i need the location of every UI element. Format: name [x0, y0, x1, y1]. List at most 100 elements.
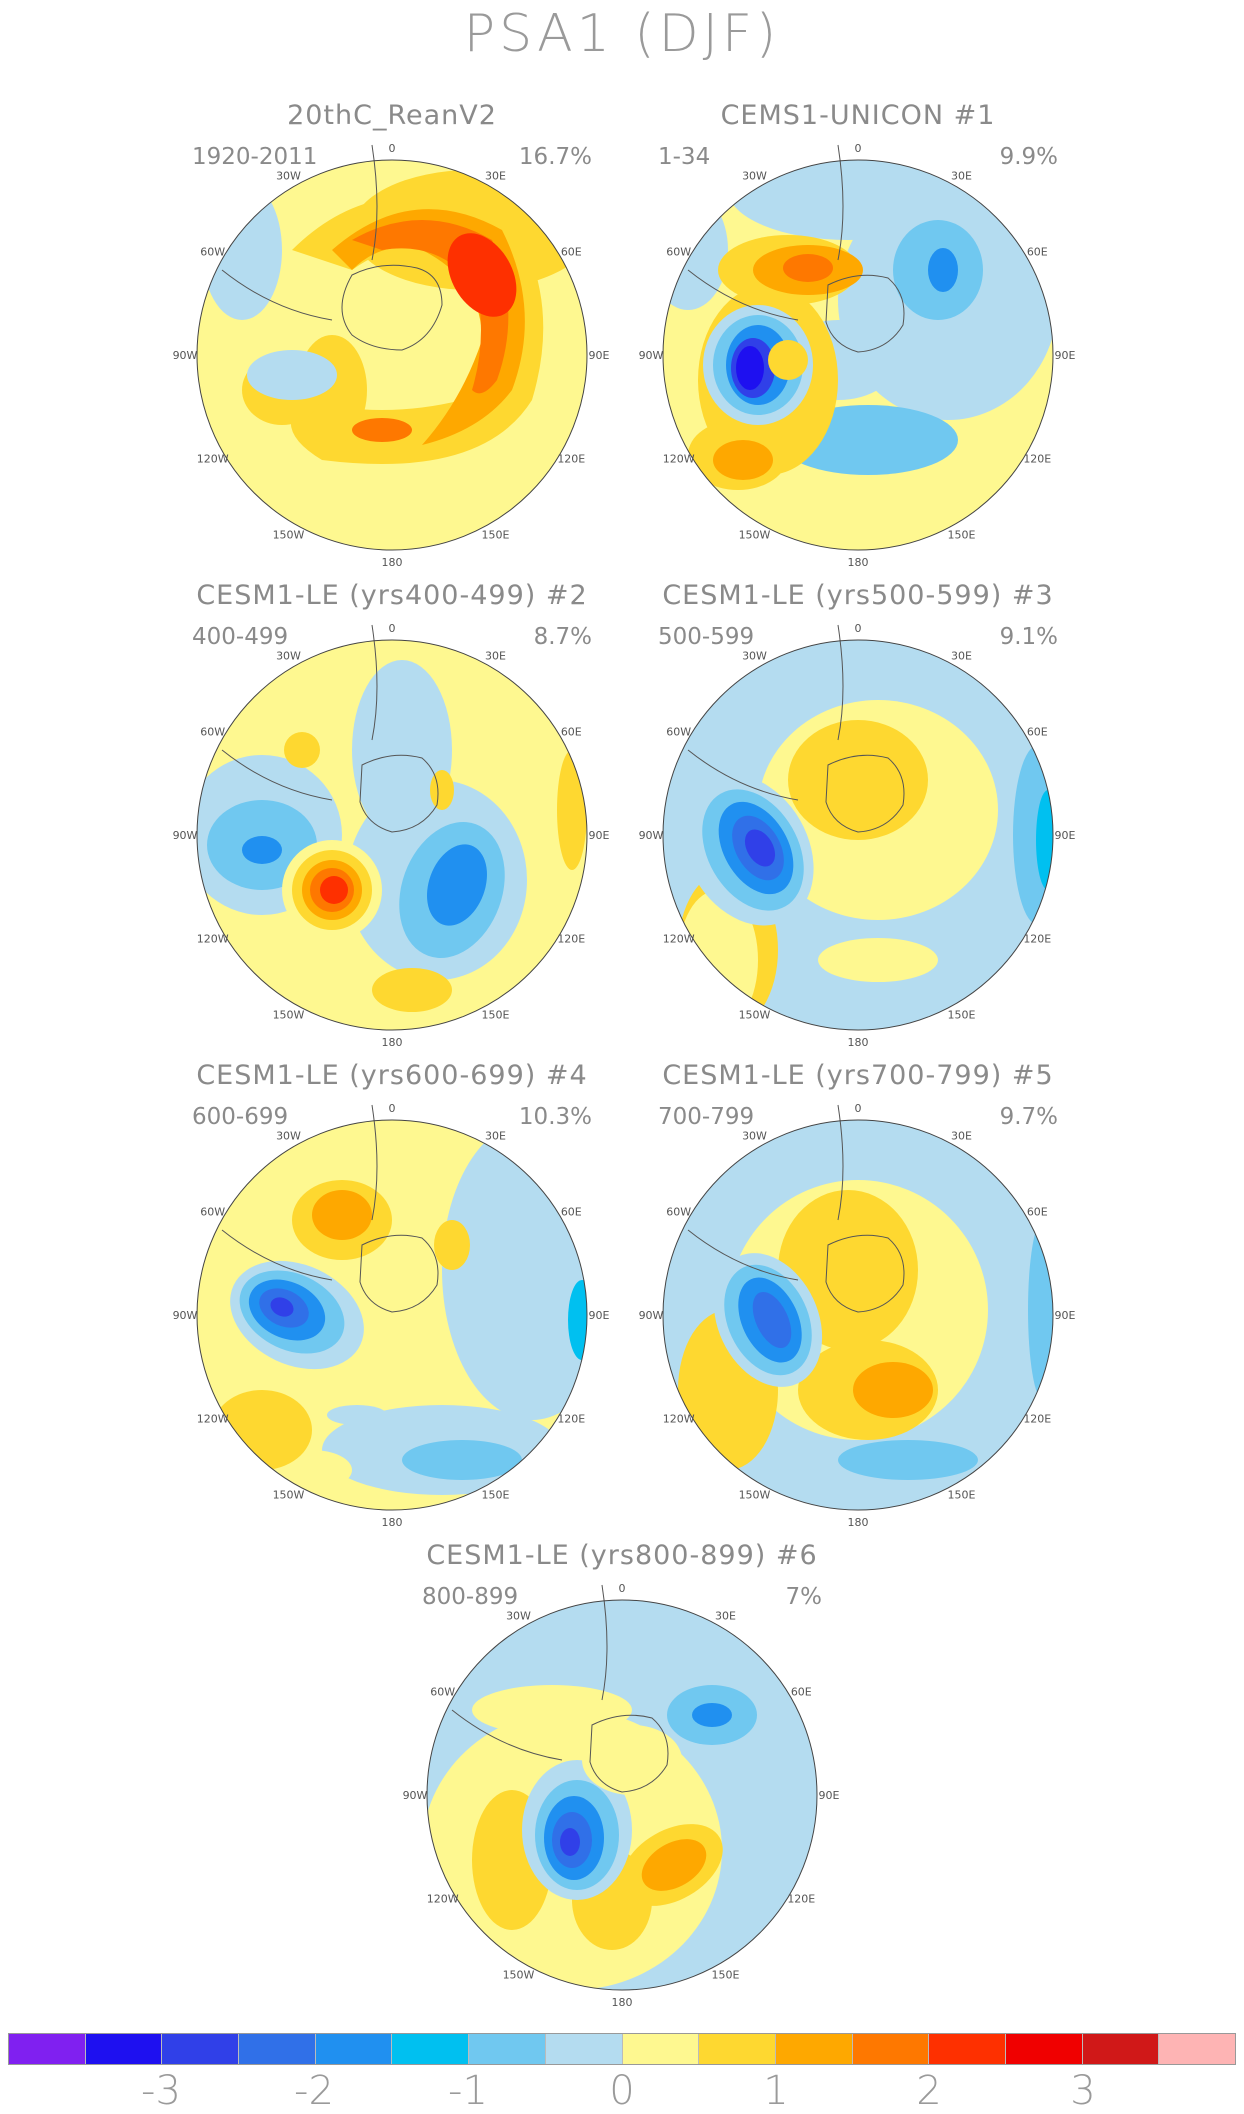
longitude-label: 90W — [639, 349, 664, 362]
colorbar-swatch — [622, 2034, 700, 2064]
longitude-label: 150W — [739, 528, 771, 541]
panel-period: 600-699 — [192, 1104, 289, 1130]
panel-variance: 8.7% — [533, 624, 592, 650]
longitude-label: 150E — [948, 1008, 976, 1021]
longitude-labels: 0 30E 60E 90E 120E 150E 180 150W 120W 90W 60W 30W — [173, 622, 610, 1049]
longitude-label: 180 — [612, 1996, 633, 2009]
longitude-label: 60W — [200, 1206, 225, 1219]
longitude-label: 150W — [273, 528, 305, 541]
map-panel-5: CESM1-LE (yrs600-699) #4 600-699 10.3% — [173, 1060, 610, 1530]
longitude-label: 30W — [276, 1130, 301, 1143]
longitude-label: 90E — [1055, 1309, 1076, 1322]
longitude-label: 60E — [791, 1686, 812, 1699]
colorbar-swatch — [162, 2034, 240, 2064]
longitude-label: 0 — [619, 1582, 626, 1595]
longitude-labels: 0 30E 60E 90E 120E 150E 180 150W 120W 90W 60W 30W — [639, 1102, 1076, 1529]
panel-title: CESM1-LE (yrs700-799) #5 — [662, 1060, 1054, 1091]
longitude-label: 0 — [855, 622, 862, 635]
colorbar-swatch — [392, 2034, 470, 2064]
colorbar-tick: 1 — [763, 2068, 789, 2114]
longitude-label: 60E — [561, 1206, 582, 1219]
longitude-label: 90E — [1055, 349, 1076, 362]
colorbar-swatch — [775, 2034, 853, 2064]
colorbar-swatch — [929, 2034, 1006, 2064]
longitude-label: 0 — [855, 142, 862, 155]
panel-period: 700-799 — [658, 1104, 755, 1130]
longitude-label: 90E — [819, 1789, 840, 1802]
longitude-label: 60W — [666, 1206, 691, 1219]
polar-map-1: 0 30E 60E 90E 120E 150E 180 150W 120W 90W 60W 30W — [173, 142, 610, 569]
colorbar-swatch — [85, 2034, 163, 2064]
colorbar-tick: 2 — [916, 2068, 942, 2114]
longitude-label: 120E — [557, 933, 585, 946]
panel-period: 800-899 — [422, 1584, 519, 1610]
longitude-labels: 0 30E 60E 90E 120E 150E 180 150W 120W 90W 60W 30W — [173, 142, 610, 569]
longitude-label: 150E — [948, 1488, 976, 1501]
longitude-label: 120W — [197, 933, 229, 946]
panel-variance: 10.3% — [518, 1104, 592, 1130]
longitude-label: 120E — [557, 1413, 585, 1426]
longitude-label: 30W — [742, 170, 767, 183]
longitude-label: 60E — [561, 726, 582, 739]
longitude-label: 60E — [1027, 246, 1048, 259]
longitude-label: 120W — [197, 453, 229, 466]
colorbar — [8, 2033, 1236, 2065]
panel-variance: 7% — [785, 1584, 823, 1610]
longitude-label: 120E — [557, 453, 585, 466]
longitude-labels: 0 30E 60E 90E 120E 150E 180 150W 120W 90W 60W 30W — [173, 1102, 610, 1529]
panel-title: CESM1-LE (yrs400-499) #2 — [196, 580, 588, 611]
polar-map-2: 0 30E 60E 90E 120E 150E 180 150W 120W 90W 60W 30W — [639, 142, 1076, 569]
map-panel-7: CESM1-LE (yrs800-899) #6 800-899 7% 0 30E… — [403, 1540, 840, 2010]
longitude-label: 90W — [639, 829, 664, 842]
longitude-label: 60W — [666, 246, 691, 259]
panel-variance: 9.9% — [999, 144, 1058, 170]
longitude-labels: 0 30E 60E 90E 120E 150E 180 150W 120W 90W 60W 30W — [403, 1582, 840, 2009]
longitude-label: 30E — [485, 170, 506, 183]
longitude-label: 0 — [389, 622, 396, 635]
longitude-label: 60E — [1027, 1206, 1048, 1219]
polar-map-5: 0 30E 60E 90E 120E 150E 180 150W 120W 90W 60W 30W — [173, 1102, 610, 1529]
panel-period: 1920-2011 — [192, 144, 318, 170]
colorbar-tick: -1 — [448, 2068, 488, 2114]
longitude-label: 150W — [273, 1008, 305, 1021]
colorbar-swatch — [9, 2034, 86, 2064]
longitude-label: 180 — [848, 1516, 869, 1529]
longitude-label: 0 — [855, 1102, 862, 1115]
longitude-label: 90E — [589, 829, 610, 842]
longitude-label: 30E — [485, 1130, 506, 1143]
colorbar-tick: 3 — [1070, 2068, 1096, 2114]
polar-map-4: 0 30E 60E 90E 120E 150E 180 150W 120W 90W 60W 30W — [639, 622, 1076, 1049]
panel-title: CEMS1-UNICON #1 — [720, 100, 996, 131]
colorbar-swatch — [699, 2034, 776, 2064]
colorbar-swatch — [545, 2034, 623, 2064]
polar-map-7: 0 30E 60E 90E 120E 150E 180 150W 120W 90W 60W 30W — [403, 1582, 840, 2009]
map-panel-3: CESM1-LE (yrs400-499) #2 400-499 8.7% — [173, 580, 610, 1050]
colorbar-swatch — [1082, 2034, 1160, 2064]
colorbar-tick: 0 — [609, 2068, 635, 2114]
longitude-label: 60W — [430, 1686, 455, 1699]
longitude-label: 120E — [787, 1893, 815, 1906]
longitude-label: 30E — [485, 650, 506, 663]
panel-title: CESM1-LE (yrs500-599) #3 — [662, 580, 1054, 611]
polar-map-6: 0 30E 60E 90E 120E 150E 180 150W 120W 90W 60W 30W — [639, 1102, 1076, 1529]
panel-title: CESM1-LE (yrs600-699) #4 — [196, 1060, 588, 1091]
colorbar-swatch — [315, 2034, 393, 2064]
longitude-label: 120E — [1023, 1413, 1051, 1426]
longitude-label: 120W — [427, 1893, 459, 1906]
longitude-label: 60W — [200, 246, 225, 259]
longitude-label: 0 — [389, 142, 396, 155]
longitude-label: 150W — [739, 1008, 771, 1021]
polar-map-3: 0 30E 60E 90E 120E 150E 180 150W 120W 90W 60W 30W — [173, 622, 610, 1049]
longitude-label: 180 — [382, 1036, 403, 1049]
longitude-label: 120W — [663, 453, 695, 466]
map-panel-2: CEMS1-UNICON #1 1-34 9.9% — [639, 100, 1076, 570]
longitude-label: 150W — [273, 1488, 305, 1501]
colorbar-swatch — [1005, 2034, 1083, 2064]
longitude-label: 90E — [1055, 829, 1076, 842]
longitude-label: 90W — [173, 349, 198, 362]
longitude-label: 90W — [173, 829, 198, 842]
longitude-label: 120W — [663, 933, 695, 946]
colorbar-swatch — [852, 2034, 930, 2064]
panel-variance: 9.7% — [999, 1104, 1058, 1130]
colorbar-swatch — [1159, 2034, 1235, 2064]
